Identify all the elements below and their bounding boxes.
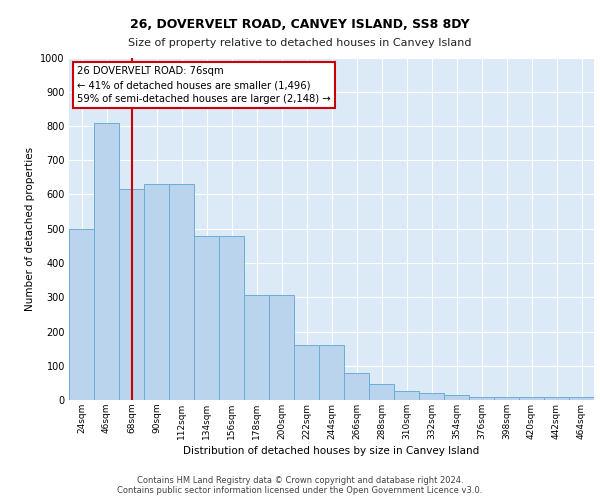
- Bar: [519, 396, 544, 400]
- Bar: [169, 184, 194, 400]
- Bar: [344, 372, 369, 400]
- Bar: [444, 395, 469, 400]
- Bar: [194, 236, 219, 400]
- Bar: [544, 396, 569, 400]
- Bar: [69, 229, 94, 400]
- Bar: [269, 294, 294, 400]
- Bar: [494, 396, 519, 400]
- Y-axis label: Number of detached properties: Number of detached properties: [25, 146, 35, 311]
- Bar: [244, 294, 269, 400]
- Text: Contains HM Land Registry data © Crown copyright and database right 2024.
Contai: Contains HM Land Registry data © Crown c…: [118, 476, 482, 495]
- Bar: [469, 396, 494, 400]
- Bar: [394, 392, 419, 400]
- Bar: [569, 396, 594, 400]
- Text: Size of property relative to detached houses in Canvey Island: Size of property relative to detached ho…: [128, 38, 472, 48]
- Text: 26, DOVERVELT ROAD, CANVEY ISLAND, SS8 8DY: 26, DOVERVELT ROAD, CANVEY ISLAND, SS8 8…: [130, 18, 470, 30]
- Bar: [419, 393, 444, 400]
- X-axis label: Distribution of detached houses by size in Canvey Island: Distribution of detached houses by size …: [184, 446, 479, 456]
- Bar: [319, 345, 344, 400]
- Text: 26 DOVERVELT ROAD: 76sqm
← 41% of detached houses are smaller (1,496)
59% of sem: 26 DOVERVELT ROAD: 76sqm ← 41% of detach…: [77, 66, 331, 104]
- Bar: [144, 184, 169, 400]
- Bar: [369, 384, 394, 400]
- Bar: [119, 190, 144, 400]
- Bar: [94, 122, 119, 400]
- Bar: [294, 345, 319, 400]
- Bar: [219, 236, 244, 400]
